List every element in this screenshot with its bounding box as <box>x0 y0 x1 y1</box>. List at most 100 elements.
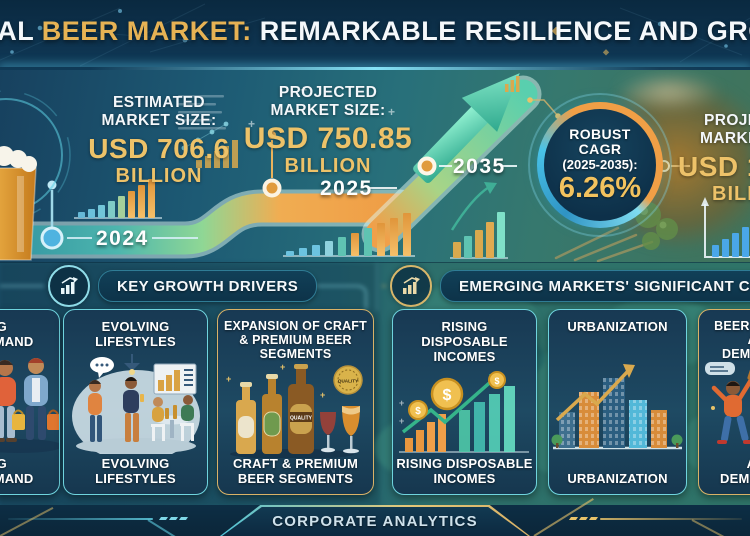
bar-chart-left <box>74 179 162 219</box>
bar-chart-right <box>450 182 508 259</box>
footer-dash <box>568 517 579 520</box>
card6-top-label: BEER POPULARITY ACROSS DEMOGRAPHICS <box>714 319 750 361</box>
footer-left-diagonal <box>147 519 208 536</box>
card1-top-label: RISING BEER DEMAND <box>0 319 34 349</box>
page-title: GLOBAL BEER MARKET: REMARKABLE RESILIENC… <box>0 16 750 47</box>
projected-market-size-block: PROJECTED MARKET SIZE: USD 750.85 BILLIO… <box>222 84 434 177</box>
timeline-2035-marker <box>417 156 517 176</box>
projected-unit: BILLION <box>284 155 372 177</box>
projected-label-1: PROJECTED <box>278 84 378 101</box>
svg-text:+: + <box>399 416 404 426</box>
growth-chart-gold-icon <box>390 265 432 307</box>
estimated-unit: BILLION <box>115 165 203 187</box>
brand-plate-inner: CORPORATE ANALYTICS <box>222 507 528 536</box>
card1-bottom-label: RISING BEER DEMAND <box>0 456 34 486</box>
title-highlight: BEER MARKET: <box>41 16 252 46</box>
svg-text:+: + <box>226 374 231 384</box>
quality-badge-text: QUALITY <box>338 379 358 384</box>
card-urbanization: URBANIZATION URBANIZA <box>548 309 687 495</box>
timeline-2024-marker <box>40 180 198 250</box>
svg-text:+: + <box>248 117 255 131</box>
emerging-markets-header: EMERGING MARKETS' SIGNIFICANT CONTRIBUTI… <box>390 265 750 307</box>
cagr-line1: ROBUST <box>569 125 631 142</box>
svg-text:+: + <box>388 105 395 119</box>
svg-text:+: + <box>320 390 325 400</box>
cagr-gauge: ROBUST CAGR (2025-2035): 6.26% <box>528 93 672 237</box>
incomes-illustration: $ $ $ + + <box>399 371 529 453</box>
footer-dash <box>158 517 169 520</box>
celebration-illustration <box>705 362 750 444</box>
key-growth-drivers-header: KEY GROWTH DRIVERS <box>48 265 318 307</box>
footer-corner-right <box>691 519 746 536</box>
year-2035: 2035 <box>453 155 506 178</box>
cagr-gauge-inner: ROBUST CAGR (2025-2035): 6.26% <box>544 109 656 221</box>
footer-left-line <box>8 518 153 520</box>
city-illustration <box>551 364 683 450</box>
footer-dash <box>588 517 599 520</box>
bar-chart-middle <box>283 213 415 257</box>
card3-top-label: EXPANSION OF CRAFT & PREMIUM BEER SEGMEN… <box>224 319 367 361</box>
content-band: KEY GROWTH DRIVERS EMERGING MARKETS' SIG… <box>0 262 750 506</box>
card2-bottom-label: EVOLVING LIFESTYLES <box>95 456 176 486</box>
svg-text:+: + <box>399 398 404 408</box>
projected-2035-block: PROJECTED MARKET SIZE: USD 1, BILLION <box>678 112 750 205</box>
projected-2035-value: USD 1, <box>678 151 750 182</box>
card2-top-label: EVOLVING LIFESTYLES <box>95 319 176 349</box>
projected-label-2: MARKET SIZE: <box>270 102 386 119</box>
shoppers-illustration <box>0 358 59 453</box>
footer-right-line <box>600 518 742 520</box>
cagr-value: 6.26% <box>558 171 642 204</box>
footer-corner-left <box>0 506 54 536</box>
card4-top-label: RISING DISPOSABLE INCOMES <box>421 319 508 364</box>
brand-text: CORPORATE ANALYTICS <box>272 513 478 530</box>
card-craft-premium: EXPANSION OF CRAFT & PREMIUM BEER SEGMEN… <box>217 309 374 495</box>
cagr-line2: CAGR <box>578 140 622 157</box>
hero-artwork: + + + <box>0 73 750 262</box>
title-part1: GLOBAL <box>0 16 34 46</box>
bottle-label-text: QUALITY <box>290 416 313 422</box>
estimated-value: USD 706.6 <box>88 133 230 164</box>
bar-scene-illustration <box>72 354 200 454</box>
title-bar: GLOBAL BEER MARKET: REMARKABLE RESILIENC… <box>0 0 750 70</box>
svg-text:+: + <box>300 83 307 97</box>
dollar-coin-tiny-icon: $ <box>494 376 499 386</box>
projected-value: USD 750.85 <box>243 122 413 155</box>
bar-chart-blue <box>701 197 750 258</box>
dollar-coin-icon: $ <box>443 387 452 404</box>
sparkle-decoration: + + + <box>248 83 395 131</box>
estimated-label-2: MARKET SIZE: <box>101 112 217 129</box>
timeline-2025-marker <box>262 131 397 198</box>
footer-bar: CORPORATE ANALYTICS <box>0 498 750 536</box>
beer-glass-icon <box>0 90 71 261</box>
card-evolving-lifestyles: EVOLVING LIFESTYLES <box>63 309 208 495</box>
key-growth-drivers-title: KEY GROWTH DRIVERS <box>98 270 318 302</box>
hero-section: + + + ESTIMATED MARKET SIZE: USD 706.6 BIL… <box>0 66 750 262</box>
title-part2: REMARKABLE RESILIENCE AND GROWTH <box>259 16 750 46</box>
title-glow-divider <box>0 67 750 70</box>
emerging-markets-title: EMERGING MARKETS' SIGNIFICANT CONTRIBUTI… <box>440 270 750 302</box>
brand-plate: CORPORATE ANALYTICS <box>220 505 530 536</box>
estimated-label-1: ESTIMATED <box>112 94 205 111</box>
card-rising-beer-demand: RISING BEER DEMAND <box>0 309 60 495</box>
card3-bottom-label: CRAFT & PREMIUM BEER SEGMENTS <box>232 456 359 486</box>
card-disposable-incomes: RISING DISPOSABLE INCOMES $ $ <box>392 309 537 495</box>
card5-bottom-label: URBANIZATION <box>567 471 668 486</box>
dashboard-decoration <box>178 95 238 168</box>
projected-2035-label-1: PROJECTED <box>704 112 750 129</box>
svg-text:+: + <box>280 362 285 372</box>
card-demographics: BEER POPULARITY ACROSS DEMOGRAPHICS <box>698 309 750 495</box>
card4-bottom-label: RISING DISPOSABLE INCOMES <box>396 456 533 486</box>
card6-bottom-label: ACROSS DEMOGRAPHICS <box>719 456 750 486</box>
beer-bottles-illustration: QUALITY QUALITY + + + <box>226 362 363 458</box>
dollar-coin-small-icon: $ <box>415 406 421 417</box>
cagr-line3: (2025-2035): <box>562 156 638 172</box>
projected-2035-unit: BILLION <box>712 183 750 205</box>
projected-2035-label-2: MARKET SIZE: <box>700 130 750 147</box>
year-2025: 2025 <box>320 177 373 200</box>
footer-dash <box>168 517 179 520</box>
year-2024: 2024 <box>96 227 149 250</box>
card5-top-label: URBANIZATION <box>567 319 668 334</box>
network-decoration <box>0 3 750 67</box>
footer-dash <box>178 517 189 520</box>
